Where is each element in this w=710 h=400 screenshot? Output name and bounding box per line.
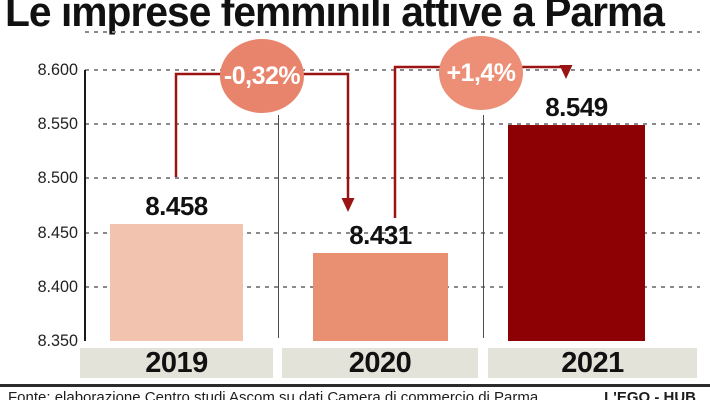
- y-axis-tick-label: 8.400: [37, 276, 78, 296]
- change-bubble-increase: +1,4%: [439, 36, 523, 110]
- bar-value-label: 8.431: [349, 220, 412, 251]
- footer: Fonte: elaborazione Centro studi Ascom s…: [0, 389, 710, 400]
- credit-text: L'EGO - HUB: [604, 389, 696, 400]
- chart-title: Le imprese femminili attive a Parma: [5, 0, 665, 35]
- bar-value-label: 8.458: [145, 190, 208, 221]
- arrow-decrease-head-icon: [341, 198, 355, 212]
- gridline: [85, 123, 700, 126]
- plot-top-border: [85, 31, 700, 33]
- gridline: [85, 231, 700, 234]
- column-separator: [278, 115, 279, 338]
- y-axis-tick-label: 8.450: [37, 222, 78, 242]
- gridline: [85, 69, 700, 71]
- source-text: Fonte: elaborazione Centro studi Ascom s…: [8, 389, 539, 400]
- bar-2021: [508, 125, 645, 341]
- y-axis-tick-label: 8.350: [37, 331, 78, 350]
- column-separator: [483, 115, 484, 338]
- gridline: [85, 177, 700, 180]
- y-axis-tick-label: 8.550: [37, 114, 78, 134]
- y-axis-tick-label: 8.600: [37, 60, 78, 79]
- x-axis-label-2019: 2019: [80, 347, 273, 379]
- footer-divider: [0, 384, 710, 387]
- x-axis-label-2020: 2020: [282, 347, 478, 379]
- x-axis-label-2021: 2021: [488, 347, 697, 379]
- y-axis-line: [84, 70, 86, 341]
- y-axis-tick-label: 8.500: [37, 168, 78, 188]
- bar-value-label: 8.549: [545, 92, 608, 123]
- arrow-increase-head-icon: [559, 65, 573, 79]
- bar-2020: [313, 253, 448, 341]
- bar-2019: [110, 223, 243, 341]
- change-bubble-decrease: -0,32%: [220, 39, 304, 113]
